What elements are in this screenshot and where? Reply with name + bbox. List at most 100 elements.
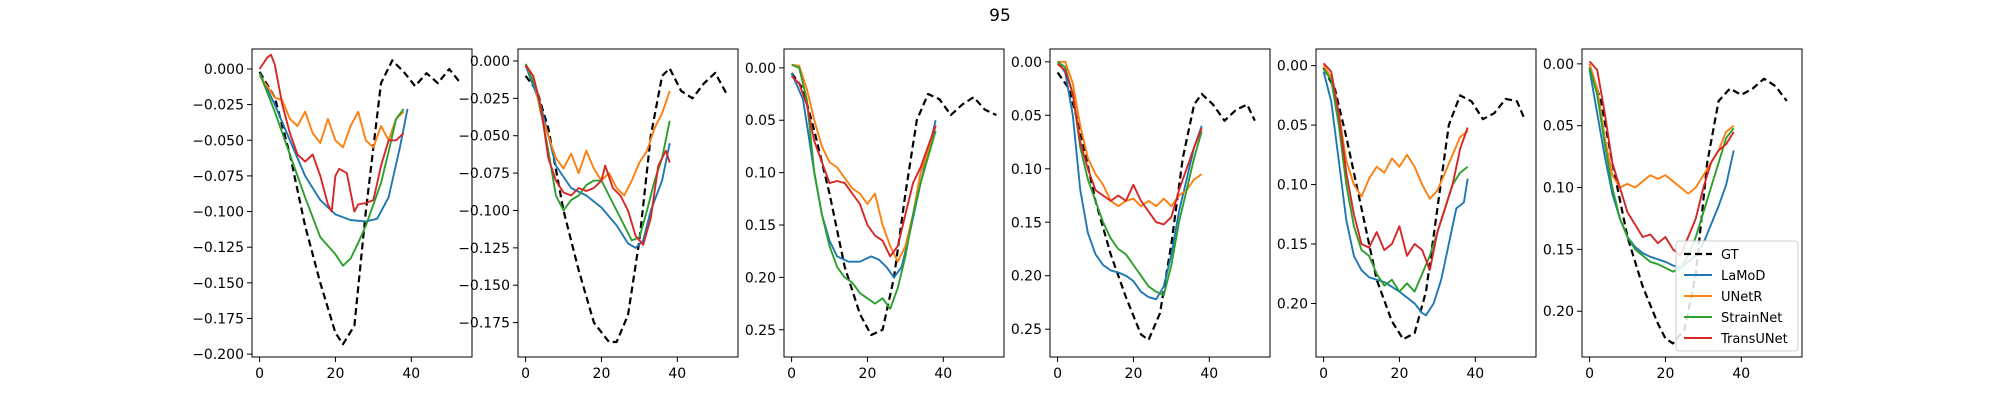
legend-label: UNetR	[1721, 290, 1762, 305]
y-tick-label: 0.10	[1011, 162, 1042, 178]
y-tick-label: 0.000	[470, 54, 510, 70]
x-tick-label: 20	[859, 366, 877, 382]
legend-label: GT	[1721, 248, 1739, 263]
series-line-gt	[1322, 67, 1526, 341]
series-line-strainnet	[1057, 61, 1203, 296]
legend-label: LaMoD	[1721, 269, 1765, 284]
axes-frame	[1581, 48, 1803, 358]
series-line-gt	[1588, 67, 1788, 345]
legend-item-strainnet: StrainNet	[1684, 311, 1782, 326]
x-tick-label: 20	[1125, 366, 1143, 382]
series-line-gt	[258, 59, 462, 346]
x-tick-label: 0	[255, 366, 264, 382]
series-group	[1588, 60, 1788, 345]
axes-frame	[517, 48, 739, 358]
x-tick-label: 40	[668, 366, 686, 382]
x-tick-label: 0	[1319, 366, 1328, 382]
series-line-gt	[1056, 71, 1256, 341]
y-tick-label: 0.05	[745, 113, 776, 129]
series-group	[258, 53, 462, 346]
y-tick-label: −0.175	[458, 316, 510, 332]
y-tick-label: 0.05	[1277, 118, 1308, 134]
y-tick-label: 0.15	[1011, 215, 1042, 231]
y-tick-label: 0.20	[745, 270, 776, 286]
series-line-transunet	[524, 64, 671, 246]
series-line-unetr	[258, 75, 405, 149]
legend-label: TransUNet	[1720, 332, 1788, 347]
y-tick-label: 0.05	[1011, 108, 1042, 124]
series-line-lamod	[1588, 69, 1735, 269]
x-tick-label: 20	[1391, 366, 1409, 382]
y-tick-label: 0.20	[1011, 269, 1042, 285]
y-tick-label: −0.175	[192, 312, 244, 328]
x-tick-label: 20	[593, 366, 611, 382]
axes-frame	[1049, 48, 1271, 358]
series-line-transunet	[258, 53, 405, 213]
series-group	[524, 63, 728, 344]
y-tick-label: 0.15	[1543, 242, 1574, 258]
series-line-transunet	[790, 75, 937, 258]
y-tick-label: −0.075	[458, 166, 510, 182]
y-tick-label: −0.100	[458, 203, 510, 219]
y-tick-label: −0.200	[192, 347, 244, 363]
legend-label: StrainNet	[1721, 311, 1782, 326]
chart-panel-4: 0 20 40 0.00 0.05 0.10 0.15 0.20 0.25	[1011, 48, 1271, 382]
series-line-strainnet	[791, 63, 937, 310]
y-tick-label: 0.10	[1277, 178, 1308, 194]
series-line-lamod	[258, 72, 409, 223]
legend: GT LaMoD UNetR StrainNet TransUNet	[1675, 240, 1799, 352]
axes-frame	[251, 48, 473, 358]
series-line-lamod	[1056, 61, 1203, 301]
series-line-unetr	[1322, 65, 1469, 200]
chart-panel-5: 0 20 40 0.00 0.05 0.10 0.15 0.20	[1277, 48, 1537, 382]
y-tick-label: 0.25	[745, 323, 776, 339]
y-tick-label: 0.10	[745, 166, 776, 182]
x-tick-label: 0	[1585, 366, 1594, 382]
x-tick-label: 40	[1466, 366, 1484, 382]
axes-frame	[1315, 48, 1537, 358]
y-tick-label: 0.20	[1543, 304, 1574, 320]
y-tick-label: −0.150	[458, 278, 510, 294]
y-tick-label: 0.00	[1277, 59, 1308, 75]
y-tick-label: 0.000	[204, 62, 244, 78]
legend-item-lamod: LaMoD	[1684, 269, 1765, 284]
x-tick-label: 40	[1200, 366, 1218, 382]
series-line-gt	[790, 72, 997, 337]
x-tick-label: 20	[1657, 366, 1675, 382]
chart-panel-6: 0 20 40 0.00 0.05 0.10 0.15 0.20	[1543, 48, 1803, 382]
legend-box	[1675, 240, 1799, 352]
y-tick-label: −0.125	[458, 241, 510, 257]
legend-item-gt: GT	[1684, 248, 1739, 263]
y-tick-label: 0.00	[1011, 55, 1042, 71]
y-tick-label: −0.025	[192, 98, 244, 114]
y-tick-label: −0.100	[192, 205, 244, 221]
chart-panel-1: 0 20 40 0.000 −0.025 −0.050 −0.075 −0.100 −0.125…	[192, 48, 473, 382]
series-group	[1056, 60, 1256, 341]
chart-panel-3: 0 20 40 0.00 0.05 0.10 0.15 0.20 0.25	[745, 48, 1005, 382]
series-line-lamod	[524, 65, 671, 249]
y-tick-label: 0.15	[1277, 237, 1308, 253]
legend-item-transunet: TransUNet	[1684, 332, 1788, 347]
chart-panel-2: 0 20 40 0.000 −0.025 −0.050 −0.075 −0.100 −0.125…	[458, 48, 739, 382]
y-tick-label: −0.150	[192, 276, 244, 292]
y-tick-label: 0.05	[1543, 119, 1574, 135]
series-line-gt	[524, 67, 728, 344]
y-tick-label: −0.125	[192, 240, 244, 256]
y-tick-label: 0.20	[1277, 296, 1308, 312]
y-tick-label: 0.10	[1543, 181, 1574, 197]
series-group	[790, 63, 997, 337]
series-line-transunet	[1322, 62, 1469, 272]
y-tick-label: −0.050	[458, 129, 510, 145]
series-line-strainnet	[258, 72, 405, 267]
figure-title: 95	[989, 6, 1011, 26]
series-line-transunet	[1056, 63, 1203, 226]
series-line-transunet	[1588, 60, 1735, 257]
x-tick-label: 40	[934, 366, 952, 382]
y-tick-label: −0.075	[192, 169, 244, 185]
y-tick-label: 0.00	[1543, 57, 1574, 73]
y-tick-label: −0.050	[192, 133, 244, 149]
series-group	[1322, 62, 1526, 341]
y-tick-label: −0.025	[458, 91, 510, 107]
x-tick-label: 0	[787, 366, 796, 382]
